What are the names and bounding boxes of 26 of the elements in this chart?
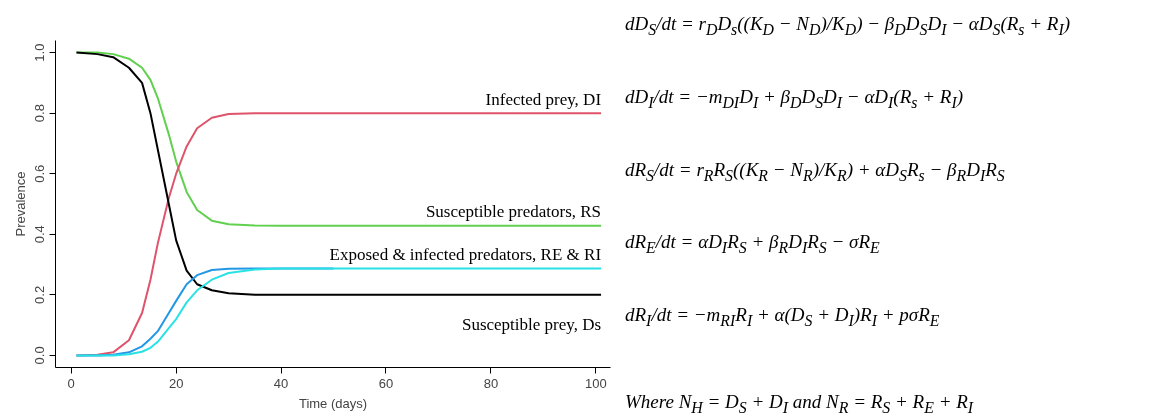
y-tick-label: 0.2 bbox=[32, 285, 48, 304]
series-label: Infected prey, DI bbox=[485, 89, 602, 109]
x-tick-label: 0 bbox=[67, 375, 75, 391]
x-tick-label: 40 bbox=[273, 375, 289, 391]
line-series bbox=[75, 267, 603, 357]
y-axis-title: Prevalence bbox=[12, 171, 28, 237]
line-series bbox=[75, 51, 603, 296]
text: dR$_{S}$/dt = r$_{R}$R$_{S}$((K$_{R}$ − N$_{R}$)/K$_{R}$) + αD$_{S}$R$_{s}$ − β$_{R}$D$_{I}$R$_{S}$ bbox=[625, 158, 1005, 184]
text: dD$_{S}$/dt = r$_{D}$D$_{s}$((K$_{D}$ − N$_{D}$)/K$_{D}$) − β$_{D}$D$_{S}$D$_{I}$ − αD$_{S}$(R$_{s}$ + R$_{I}$) bbox=[625, 13, 1071, 38]
text: dR$_{E}$/dt = αD$_{I}$R$_{S}$ + β$_{R}$D$_{I}$R$_{S}$ − σR$_{E}$ bbox=[625, 231, 880, 257]
text: Where N$_{H}$ = D$_{S}$ + D$_{I}$ and N$_{R}$ = R$_{S}$ + R$_{E}$ + R$_{I}$ bbox=[625, 390, 974, 416]
series-label: Exposed & infected predators, RE & RI bbox=[329, 244, 602, 264]
series-label: Susceptible predators, RS bbox=[425, 202, 602, 222]
x-tick-label: 80 bbox=[483, 375, 499, 391]
y-tick-label: 0.4 bbox=[32, 225, 48, 244]
y-tick-label: 0.8 bbox=[32, 104, 48, 123]
text: dR$_{I}$/dt = −m$_{RI}$R$_{I}$ + α(D$_{S}$ + D$_{I}$)R$_{I}$ + pσR$_{E}$ bbox=[625, 304, 940, 329]
y-tick-label: 0.6 bbox=[32, 164, 48, 183]
y-tick-label: 0.0 bbox=[32, 346, 48, 365]
x-tick-label: 20 bbox=[168, 375, 184, 391]
y-tick-label: 1.0 bbox=[32, 43, 48, 62]
series-label: Susceptible prey, Ds bbox=[461, 315, 602, 335]
x-axis-title: Time (days) bbox=[298, 395, 368, 411]
text: dD$_{I}$/dt = −m$_{DI}$D$_{I}$ + β$_{D}$D$_{S}$D$_{I}$ − αD$_{I}$(R$_{s}$ + R$_{I}$) bbox=[625, 85, 964, 111]
x-tick-label: 100 bbox=[584, 375, 607, 391]
x-tick-label: 60 bbox=[378, 375, 394, 391]
